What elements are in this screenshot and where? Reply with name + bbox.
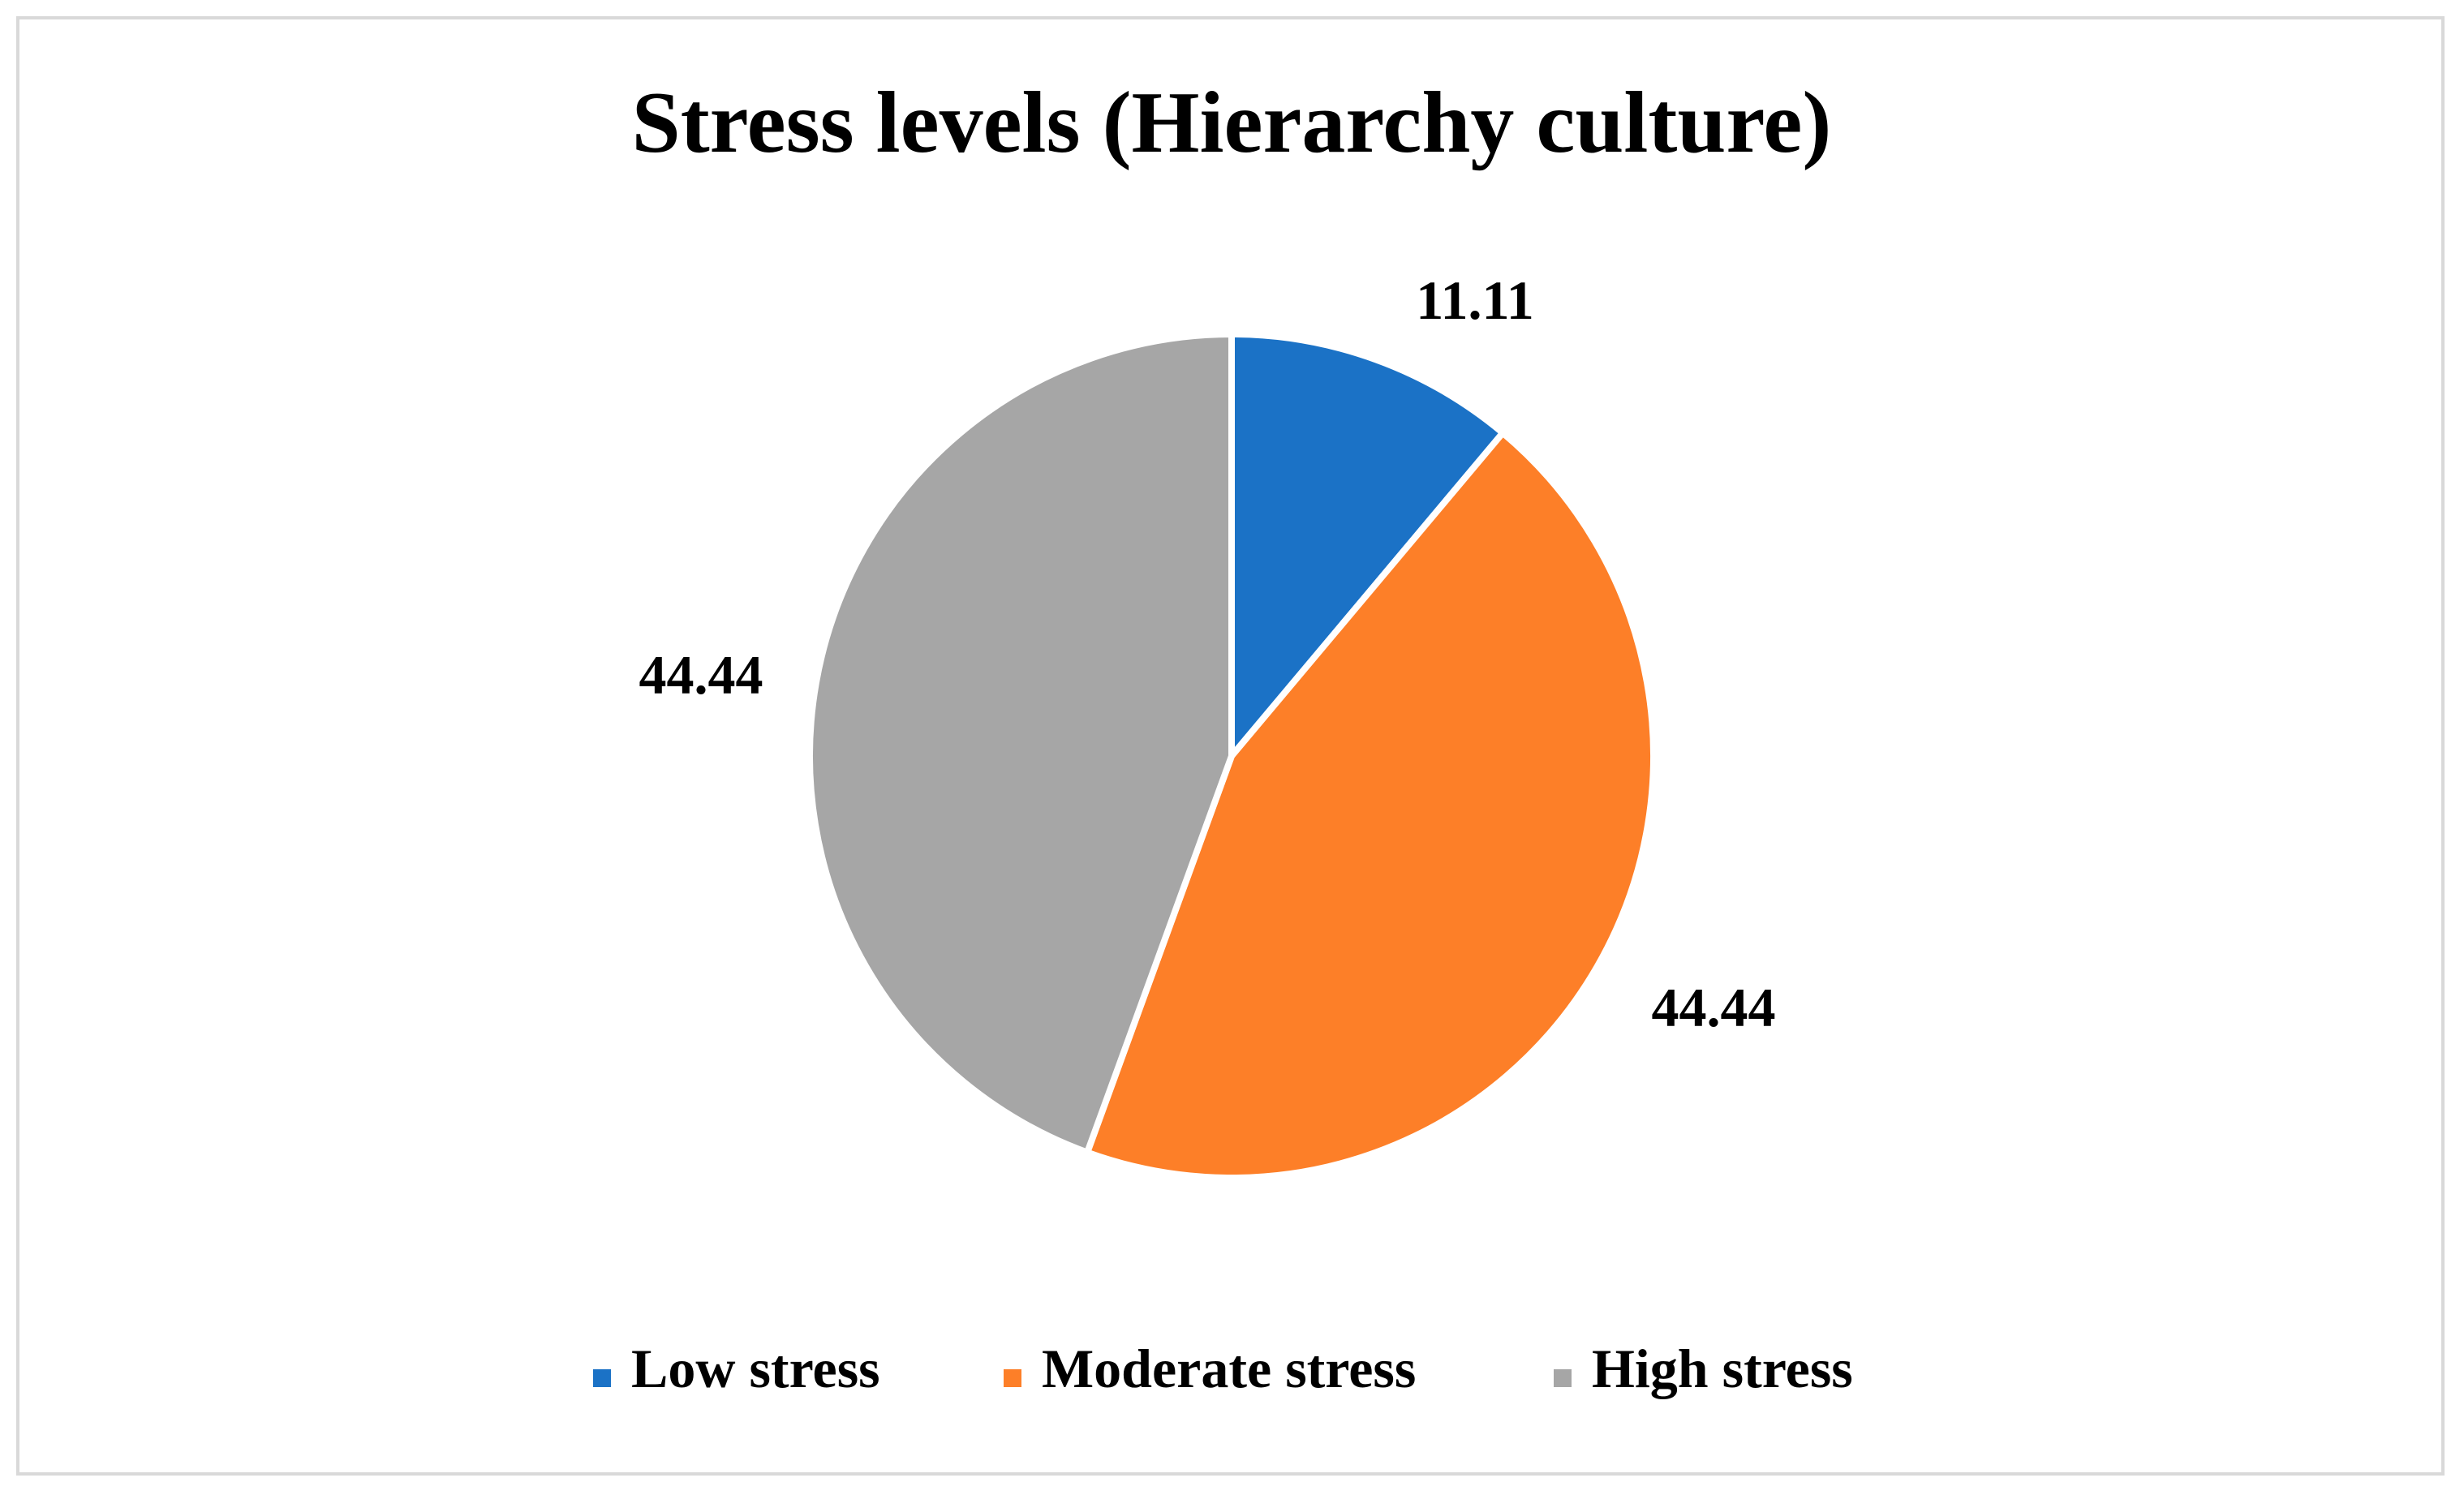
pie-slice-high-stress — [806, 331, 1235, 1156]
data-labels: 11.11 44.44 44.44 — [639, 269, 1776, 1038]
legend-item-low-stress: Low stress — [593, 1338, 880, 1399]
chart-title: Stress levels (Hierarchy culture) — [632, 75, 1832, 171]
legend-label-moderate-stress: Moderate stress — [1042, 1338, 1416, 1399]
data-label-moderate-stress: 44.44 — [1652, 977, 1776, 1038]
legend-swatch-high-stress — [1554, 1369, 1572, 1387]
legend-item-moderate-stress: Moderate stress — [1004, 1338, 1416, 1399]
legend-swatch-low-stress — [593, 1369, 611, 1387]
pie-slices — [806, 331, 1657, 1181]
legend-item-high-stress: High stress — [1554, 1338, 1853, 1399]
legend-label-high-stress: High stress — [1592, 1338, 1853, 1399]
legend-label-low-stress: Low stress — [631, 1338, 880, 1399]
data-label-low-stress: 11.11 — [1416, 269, 1534, 331]
legend-swatch-moderate-stress — [1004, 1369, 1021, 1387]
pie-slice-moderate-stress — [1084, 429, 1657, 1181]
legend: Low stress Moderate stress High stress — [593, 1338, 1853, 1399]
pie-slice-low-stress — [1228, 331, 1507, 759]
data-label-high-stress: 44.44 — [639, 644, 763, 706]
